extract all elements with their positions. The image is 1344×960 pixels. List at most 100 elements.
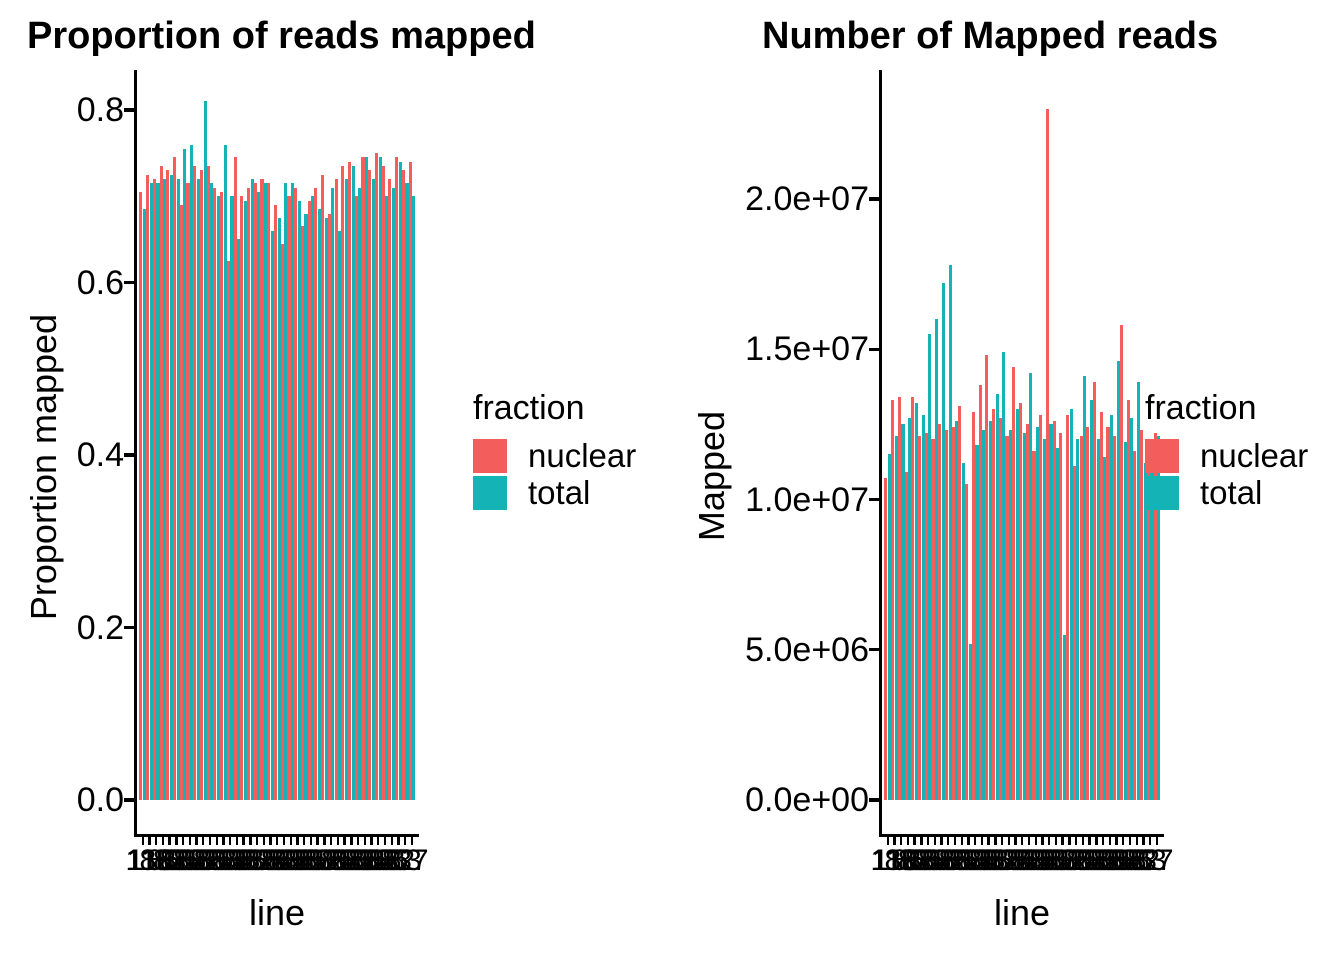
y-tick: [868, 347, 879, 351]
bar-total: [264, 183, 268, 800]
bar-nuclear: [347, 161, 352, 800]
x-tick-label: 88: [1045, 844, 1080, 877]
x-tick: [161, 837, 165, 846]
x-tick: [316, 837, 319, 846]
x-tick-label: 82: [985, 844, 1019, 877]
x-tick: [1135, 837, 1138, 846]
x-tick-label: 88: [904, 844, 939, 877]
x-tick: [933, 837, 936, 846]
bar-total: [203, 101, 207, 800]
bar-nuclear: [408, 161, 412, 800]
bar-total: [297, 200, 301, 800]
bar-total: [995, 394, 999, 800]
x-tick: [940, 837, 943, 846]
x-tick-label: 88: [139, 844, 173, 877]
x-tick: [926, 837, 930, 846]
bar-nuclear: [958, 406, 962, 800]
x-tick-label: 86: [1120, 844, 1154, 877]
bar-nuclear: [374, 153, 378, 800]
x-tick-label: 82: [307, 844, 342, 877]
x-tick-label: 88: [267, 844, 301, 877]
y-axis-line: [133, 70, 137, 838]
y-tick: [868, 497, 879, 502]
bar-total: [914, 403, 918, 800]
x-tick-label: 88: [327, 844, 362, 877]
bar-total: [1110, 415, 1114, 800]
x-tick: [1101, 837, 1105, 846]
x-tick: [403, 837, 407, 846]
x-tick: [1122, 837, 1125, 846]
x-tick: [1048, 837, 1051, 846]
x-tick: [1000, 837, 1004, 846]
bar-total: [1042, 439, 1046, 800]
x-tick-label: 88: [253, 844, 288, 877]
bar-total: [365, 157, 369, 800]
x-tick-label: 88: [971, 844, 1006, 877]
x-tick: [953, 837, 957, 846]
x-tick-label: 118: [125, 844, 174, 877]
bar-total: [941, 283, 945, 800]
x-tick-label: 88: [159, 844, 194, 877]
x-tick: [323, 837, 326, 846]
bar-nuclear: [1099, 412, 1103, 800]
bar-nuclear: [213, 187, 217, 800]
bar-total: [142, 209, 147, 800]
bar-total: [1150, 448, 1154, 800]
x-tick: [947, 837, 950, 846]
bar-nuclear: [924, 433, 928, 800]
x-tick-label: 85: [1099, 844, 1134, 877]
bar-total: [351, 166, 355, 800]
x-tick: [899, 837, 903, 846]
x-tick-label: 82: [186, 844, 220, 877]
x-tick: [920, 837, 923, 846]
bar-nuclear: [998, 418, 1002, 800]
x-tick: [195, 837, 198, 846]
legend-item-nuclear: nuclear: [473, 439, 636, 473]
right-chart-title: Number of Mapped reads: [762, 15, 1219, 57]
bar-nuclear: [1119, 325, 1123, 800]
bar-total: [344, 179, 348, 800]
x-tick-label: 37: [1140, 844, 1174, 877]
bar-nuclear: [904, 472, 908, 800]
x-tick: [987, 837, 990, 846]
bar-nuclear: [166, 170, 170, 800]
legend-label-total: total: [528, 474, 591, 511]
x-tick-label: 83: [1019, 844, 1053, 877]
x-tick: [1088, 837, 1091, 846]
bar-nuclear: [931, 439, 935, 800]
bar-total: [317, 209, 322, 800]
bar-total: [988, 421, 992, 800]
x-tick-label: 88: [1079, 844, 1114, 877]
legend-swatch-total: [1145, 476, 1179, 510]
x-tick: [1014, 837, 1017, 846]
bar-nuclear: [1086, 427, 1090, 800]
bar-total: [887, 454, 892, 800]
x-tick: [1068, 837, 1071, 846]
legend-title: fraction: [1145, 389, 1257, 427]
x-tick: [141, 837, 144, 846]
legend-item-total: total: [1145, 476, 1308, 510]
x-tick-label: 85: [911, 844, 945, 877]
bar-nuclear: [992, 409, 996, 800]
bar-total: [385, 196, 389, 800]
bar-total: [156, 183, 160, 800]
bar-nuclear: [951, 427, 955, 800]
bar-nuclear: [273, 204, 278, 800]
x-tick-label: 88: [1093, 844, 1127, 877]
x-tick-label: 86: [200, 844, 234, 877]
x-tick-label: 86: [260, 844, 294, 877]
bar-total: [1036, 427, 1040, 800]
bar-nuclear: [965, 484, 969, 800]
bar-nuclear: [368, 170, 372, 800]
bar-total: [1076, 439, 1080, 800]
legend-item-total: total: [473, 476, 636, 510]
bar-total: [1062, 634, 1067, 800]
x-tick-label: 83: [1133, 844, 1167, 877]
x-tick: [886, 837, 889, 846]
bar-nuclear: [1052, 421, 1056, 800]
x-tick: [303, 837, 306, 846]
x-tick-label: 88: [206, 844, 241, 877]
bar-total: [975, 445, 979, 800]
x-tick-label: 82: [1052, 844, 1087, 877]
bar-total: [216, 196, 221, 800]
